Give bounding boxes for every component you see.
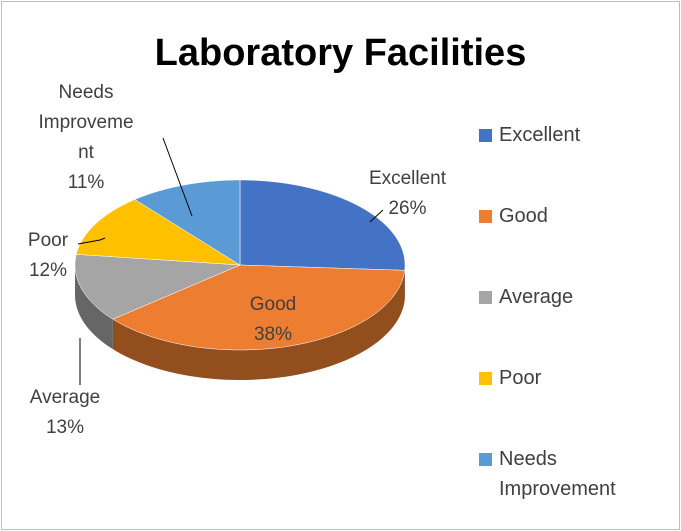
data-label-category: Average bbox=[29, 387, 101, 408]
legend-label: Poor bbox=[499, 367, 542, 389]
data-label-category: Excellent bbox=[368, 168, 447, 189]
pie-slice bbox=[75, 199, 241, 266]
legend-label: Average bbox=[499, 286, 574, 308]
data-label-category: Needs Improvement bbox=[38, 82, 134, 163]
data-label-category: Good bbox=[249, 294, 297, 315]
pie-slice bbox=[112, 264, 405, 351]
pie-sides bbox=[75, 265, 405, 380]
pie-slice bbox=[239, 179, 406, 271]
chart-title: Laboratory Facilities bbox=[154, 32, 527, 74]
data-label-value: 11% bbox=[67, 172, 105, 193]
pie-slice bbox=[74, 254, 241, 320]
data-label-value: 13% bbox=[45, 417, 85, 438]
legend-swatch bbox=[479, 210, 492, 223]
slice-side bbox=[75, 265, 113, 350]
data-label-category: Poor bbox=[27, 230, 69, 251]
legend-swatch bbox=[479, 129, 492, 142]
legend-swatch bbox=[479, 372, 492, 385]
legend-label: Good bbox=[499, 205, 548, 227]
data-label-value: 26% bbox=[388, 198, 427, 219]
data-label-value: 38% bbox=[253, 324, 293, 345]
legend-swatch bbox=[479, 291, 492, 304]
pie-slice bbox=[134, 179, 241, 266]
leader-line bbox=[162, 137, 193, 217]
data-label-value: 12% bbox=[28, 260, 68, 281]
legend-label: Needs Improvement bbox=[499, 448, 616, 500]
legend-swatch bbox=[479, 453, 492, 466]
slice-side bbox=[112, 270, 405, 380]
legend-label: Excellent bbox=[499, 124, 581, 146]
leader-line bbox=[369, 209, 384, 223]
pie-tops bbox=[74, 179, 406, 351]
leader-line bbox=[77, 237, 106, 245]
